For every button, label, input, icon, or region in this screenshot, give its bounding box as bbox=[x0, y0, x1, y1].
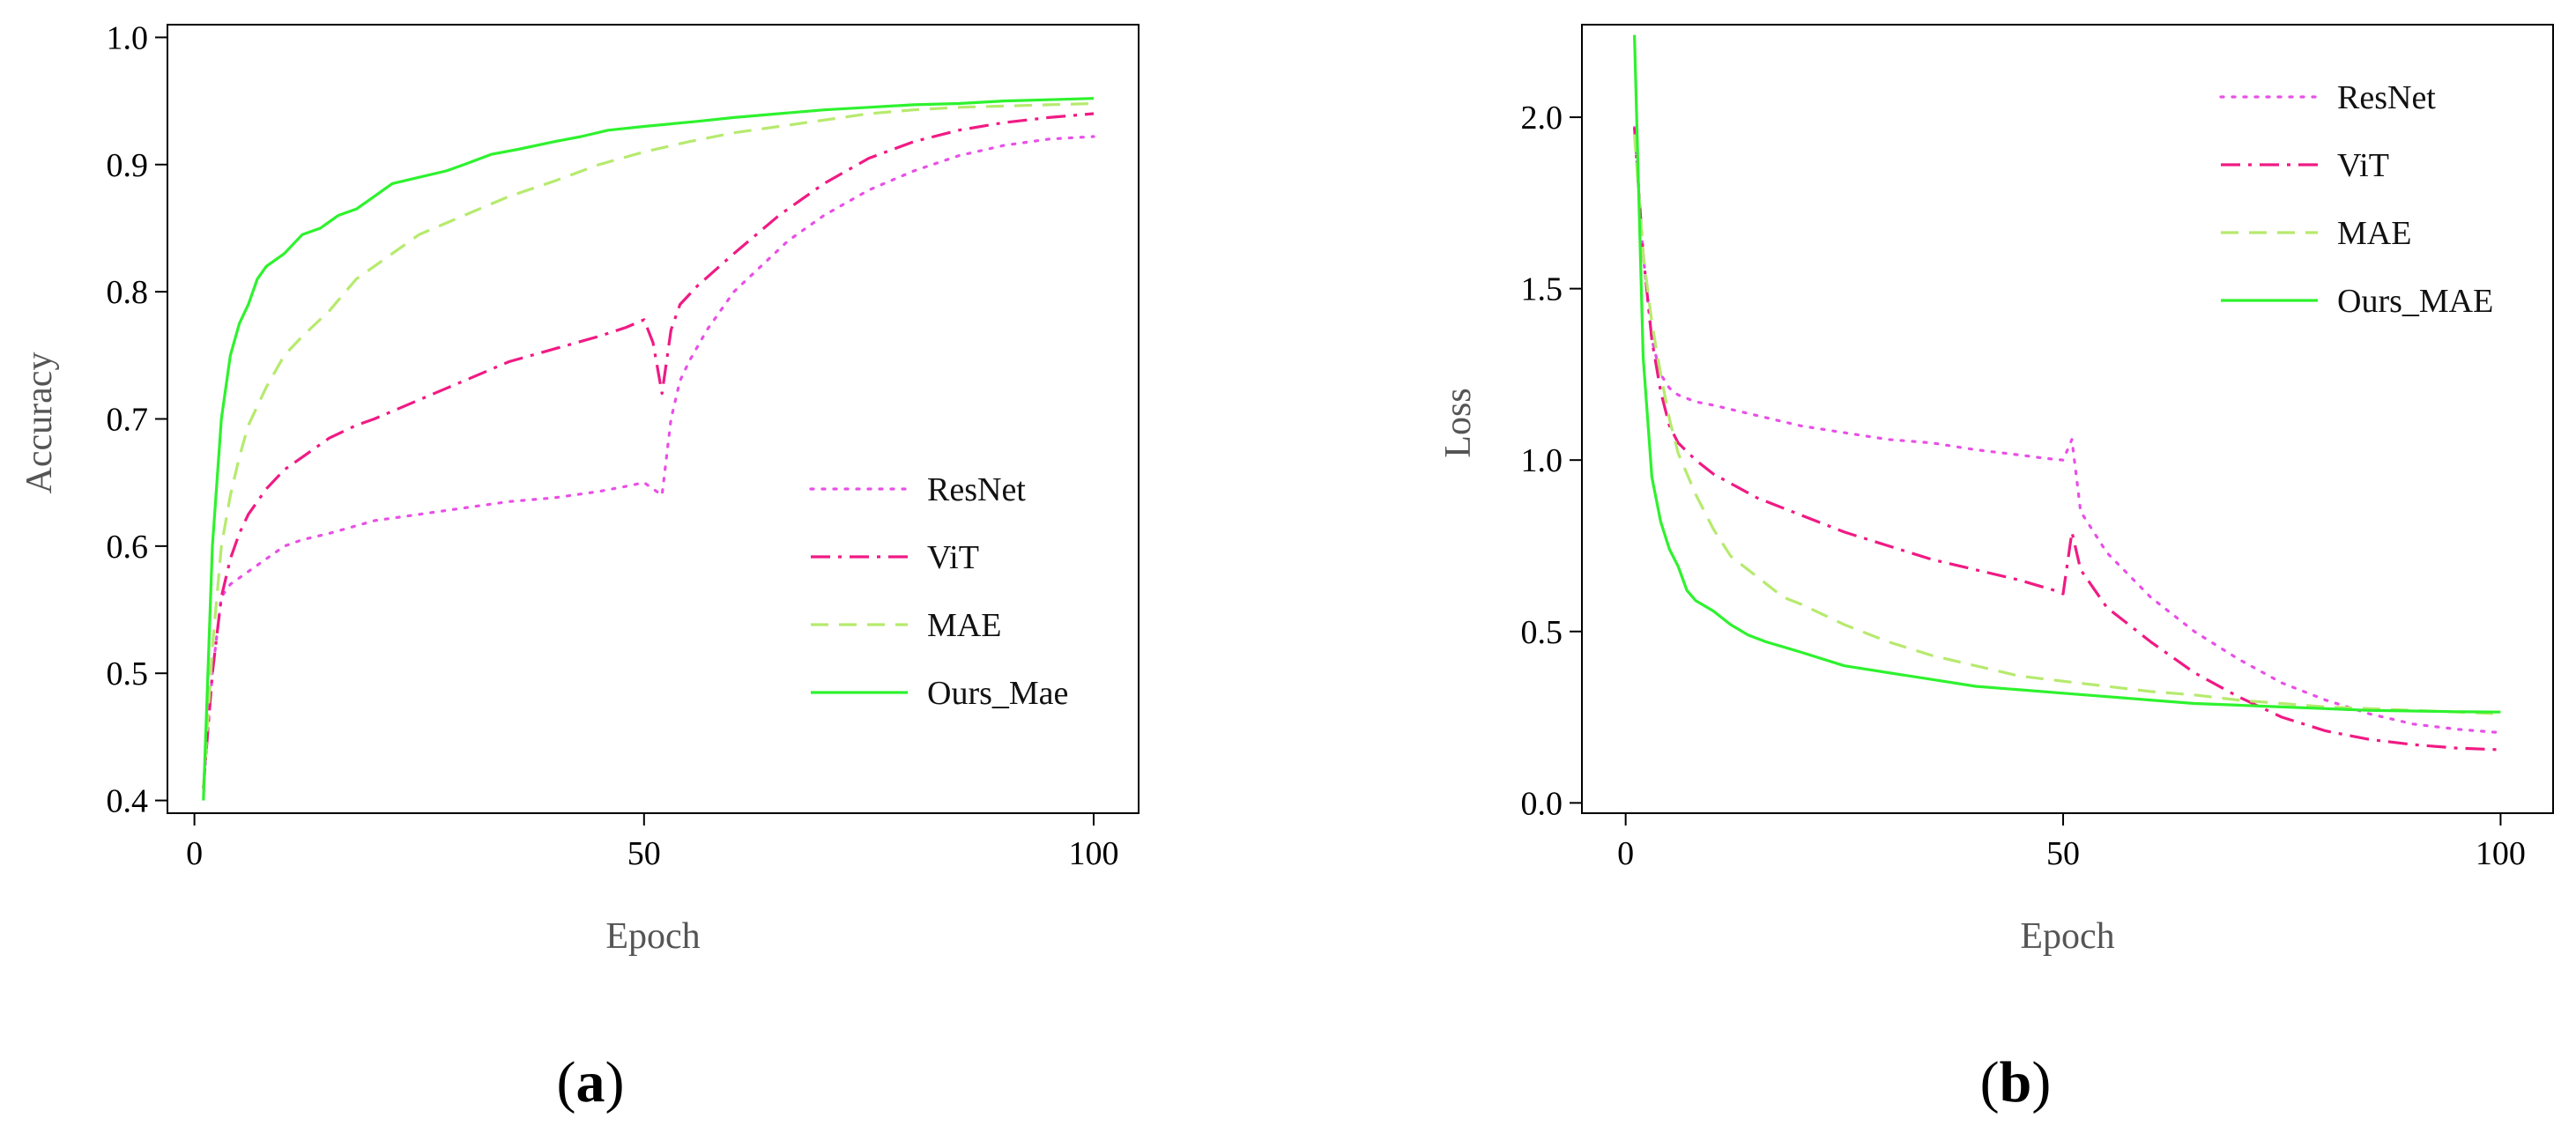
y-tick-label-b-4: 2.0 bbox=[1521, 100, 1563, 137]
series-line-b-vit bbox=[1633, 127, 2501, 752]
x-tick-label-b-0: 0 bbox=[1617, 835, 1634, 872]
series-line-b-resnet bbox=[1633, 126, 2502, 735]
y-tick-label-a-6: 1.0 bbox=[107, 19, 149, 56]
legend-label-b-resnet: ResNet bbox=[2337, 79, 2436, 116]
series-line-a-mae bbox=[202, 101, 1095, 789]
legend-label-a-resnet: ResNet bbox=[927, 471, 1026, 508]
legend-label-b-ours_mae: Ours_MAE bbox=[2337, 283, 2493, 320]
y-tick-label-b-3: 1.5 bbox=[1521, 271, 1563, 308]
panel-caption-b: (b) bbox=[1980, 1050, 2052, 1114]
y-axis-label-a: Accuracy bbox=[19, 352, 60, 494]
chart-panel-a: 0 50 100 0.4 0.5 0.6 0.7 0.8 0.9 1.0 Epoch Accura… bbox=[19, 19, 1140, 1114]
x-axis-label-a: Epoch bbox=[605, 916, 700, 957]
y-tick-label-b-2: 1.0 bbox=[1521, 442, 1563, 479]
panel-caption-a: (a) bbox=[557, 1050, 625, 1114]
chart-panel-b: 0 50 100 0.0 0.5 1.0 1.5 2.0 Epoch Loss ResNet V… bbox=[1438, 24, 2554, 1114]
x-tick-label-a-1: 50 bbox=[627, 835, 661, 872]
y-tick-label-a-3: 0.7 bbox=[107, 402, 149, 439]
plot-frame-b bbox=[1581, 24, 2554, 814]
x-axis-label-b: Epoch bbox=[2020, 916, 2114, 957]
legend-label-b-vit: ViT bbox=[2337, 147, 2389, 184]
y-tick-label-a-2: 0.6 bbox=[107, 529, 149, 566]
x-tick-label-b-2: 100 bbox=[2476, 835, 2526, 872]
x-tick-label-b-1: 50 bbox=[2046, 835, 2080, 872]
series-line-b-ours_mae bbox=[1633, 34, 2501, 714]
y-tick-label-b-1: 0.5 bbox=[1521, 614, 1563, 651]
y-axis-label-b: Loss bbox=[1438, 388, 1479, 457]
panel-caption-letter-a: a bbox=[576, 1050, 605, 1114]
panel-caption-letter-b: b bbox=[2000, 1050, 2032, 1114]
legend-b: ResNet ViT MAE Ours_MAE bbox=[2219, 79, 2493, 320]
y-tick-label-a-0: 0.4 bbox=[107, 783, 149, 820]
y-tick-label-a-4: 0.8 bbox=[107, 274, 149, 311]
y-tick-label-b-0: 0.0 bbox=[1521, 785, 1563, 822]
x-tick-label-a-2: 100 bbox=[1068, 835, 1118, 872]
series-line-a-ours_mae bbox=[202, 97, 1095, 801]
legend-a: ResNet ViT MAE Ours_Mae bbox=[809, 471, 1068, 712]
legend-label-b-mae: MAE bbox=[2337, 215, 2411, 252]
legend-label-a-vit: ViT bbox=[927, 539, 979, 576]
series-line-a-vit bbox=[202, 112, 1095, 789]
x-tick-label-a-0: 0 bbox=[186, 835, 203, 872]
legend-label-a-ours_mae: Ours_Mae bbox=[927, 675, 1068, 712]
y-tick-label-a-5: 0.9 bbox=[107, 147, 149, 184]
series-line-a-resnet bbox=[202, 135, 1095, 789]
y-tick-label-a-1: 0.5 bbox=[107, 655, 149, 692]
legend-label-a-mae: MAE bbox=[927, 607, 1001, 644]
